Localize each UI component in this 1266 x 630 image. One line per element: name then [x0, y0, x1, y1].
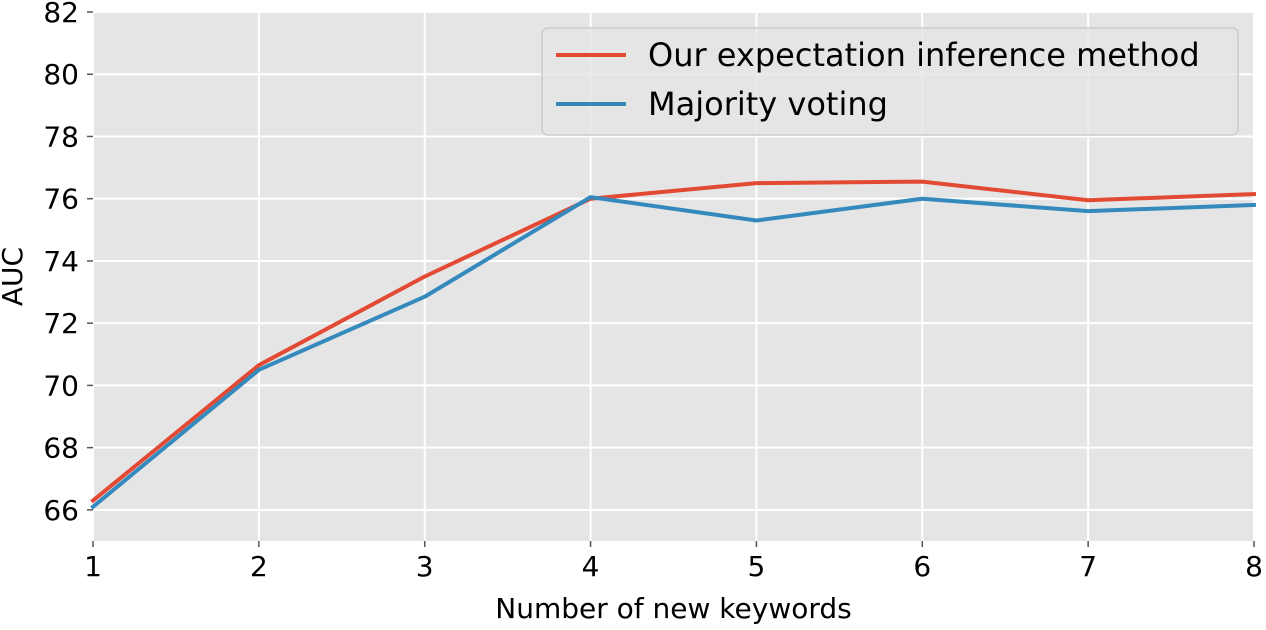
legend-label-1: Majority voting: [648, 85, 888, 123]
x-tick-label: 2: [250, 550, 268, 583]
x-tick-label: 1: [84, 550, 102, 583]
x-axis-label: Number of new keywords: [495, 592, 851, 625]
x-tick-label: 3: [416, 550, 434, 583]
y-tick-label: 72: [43, 307, 79, 340]
y-tick-label: 76: [43, 183, 79, 216]
y-axis-label: AUC: [0, 247, 29, 306]
x-tick-label: 6: [913, 550, 931, 583]
legend: Our expectation inference method Majority…: [542, 28, 1238, 135]
y-tick-label: 78: [43, 120, 79, 153]
y-tick-label: 66: [43, 494, 79, 527]
y-tick-label: 70: [43, 369, 79, 402]
y-tick-label: 80: [43, 58, 79, 91]
y-tick-label: 68: [43, 432, 79, 465]
x-tick-label: 8: [1245, 550, 1263, 583]
x-tick-label: 4: [582, 550, 600, 583]
x-tick-label: 7: [1079, 550, 1097, 583]
y-tick-label: 74: [43, 245, 79, 278]
legend-label-0: Our expectation inference method: [648, 36, 1200, 74]
y-tick-label: 82: [43, 0, 79, 29]
x-tick-label: 5: [748, 550, 766, 583]
